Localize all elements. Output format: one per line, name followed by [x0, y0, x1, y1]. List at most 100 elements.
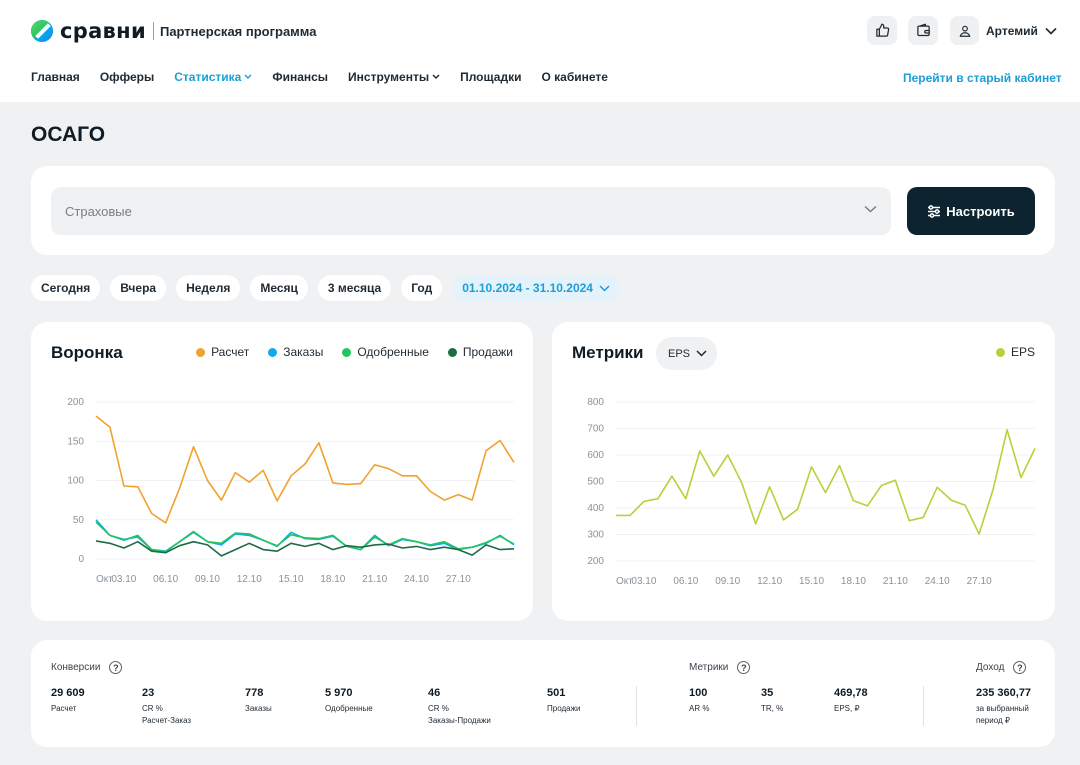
nav-item-tools[interactable]: Инструменты — [348, 70, 440, 84]
help-icon[interactable]: ? — [1013, 661, 1027, 674]
legend-item-odobrennye[interactable]: Одобренные — [342, 345, 429, 359]
legend-dot — [995, 347, 1005, 357]
metrics-heading: Метрики? — [689, 661, 751, 674]
chevron-down-icon — [1045, 27, 1057, 35]
y-tick-label: 0 — [78, 554, 84, 565]
nav-item-offers[interactable]: Офферы — [100, 70, 154, 84]
x-tick-label: 24.10 — [925, 576, 950, 587]
stat-label: Продажи — [547, 704, 581, 713]
period-week[interactable]: Неделя — [176, 275, 241, 301]
stat-value: 46 — [428, 687, 441, 699]
nav-item-label: Площадки — [460, 70, 522, 84]
insurers-select[interactable]: Страховые — [51, 187, 891, 235]
stat-label: Заказы — [245, 704, 272, 713]
nav-item-about[interactable]: О кабинете — [541, 70, 607, 84]
legend-label: Одобренные — [357, 345, 429, 359]
x-tick-label: 27.10 — [967, 576, 992, 587]
conversions-title: Конверсии — [51, 662, 101, 673]
logo[interactable]: сравни Партнерская программа — [31, 19, 316, 43]
stats-card: Конверсии? Метрики? Доход? 29 609 Расчет … — [31, 640, 1055, 747]
period-today[interactable]: Сегодня — [31, 275, 101, 301]
y-tick-label: 150 — [67, 436, 84, 447]
x-tick-label: 18.10 — [841, 576, 866, 587]
stat-value: 501 — [547, 687, 566, 699]
stat-raschet: 29 609 Расчет — [51, 687, 85, 715]
setup-button[interactable]: Настроить — [907, 187, 1035, 235]
like-button[interactable] — [867, 16, 897, 45]
legend-item-zakazy[interactable]: Заказы — [268, 345, 323, 359]
chevron-down-icon — [244, 74, 252, 79]
series-line-Расчет[interactable] — [95, 415, 515, 524]
help-icon[interactable]: ? — [109, 661, 123, 674]
legend-item-raschet[interactable]: Расчет — [196, 345, 249, 359]
chevron-down-icon — [696, 350, 707, 357]
chevron-down-icon — [864, 205, 877, 213]
setup-button-label: Настроить — [946, 203, 1015, 219]
nav-item-main[interactable]: Главная — [31, 70, 80, 84]
stat-label-line2: период ₽ — [976, 716, 1010, 725]
funnel-card: Воронка Расчет Заказы Одобренные Продажи… — [31, 322, 533, 621]
stat-value: 235 360,77 — [976, 687, 1032, 699]
income-title: Доход — [976, 662, 1005, 673]
divider — [923, 686, 924, 726]
wallet-icon — [916, 23, 930, 37]
help-icon[interactable]: ? — [737, 661, 751, 674]
stat-value: 23 — [142, 687, 155, 699]
period-year[interactable]: Год — [401, 275, 443, 301]
conversions-heading: Конверсии? — [51, 661, 123, 674]
x-tick-label: 06.10 — [153, 574, 178, 585]
metrics-card: Метрики EPS EPS 200 300 400 500 600 700 800 Окт… — [552, 322, 1055, 621]
stat-cr-raschet-zakaz: 23 CR % Расчет-Заказ — [142, 687, 191, 727]
wallet-button[interactable] — [908, 16, 938, 45]
filter-card: Страховые Настроить — [31, 166, 1055, 255]
funnel-title: Воронка — [51, 343, 123, 362]
chevron-down-icon — [432, 74, 440, 79]
legend-item-eps[interactable]: EPS — [995, 345, 1035, 359]
x-tick-label: 18.10 — [320, 574, 345, 585]
old-cabinet-link[interactable]: Перейти в старый кабинет — [903, 71, 1062, 85]
series-line-EPS[interactable] — [616, 429, 1036, 535]
user-name: Артемий — [986, 23, 1038, 38]
stat-label: AR % — [689, 704, 710, 713]
period-month[interactable]: Месяц — [250, 275, 308, 301]
legend-dot — [268, 347, 278, 357]
nav-item-finance[interactable]: Финансы — [272, 70, 328, 84]
stat-prodazhi: 501 Продажи — [547, 687, 580, 715]
stat-tr: 35 TR, % — [761, 687, 783, 715]
stat-ar: 100 AR % — [689, 687, 709, 715]
y-tick-label: 600 — [587, 450, 604, 461]
date-range-picker[interactable]: 01.10.2024 - 31.10.2024 — [452, 275, 620, 301]
series-line-Одобренные[interactable] — [95, 521, 515, 553]
metric-select[interactable]: EPS — [656, 337, 717, 370]
user-menu[interactable]: Артемий — [950, 16, 1057, 45]
user-icon — [959, 25, 970, 37]
period-yesterday[interactable]: Вчера — [110, 275, 167, 301]
stat-income: 235 360,77 за выбранный период ₽ — [976, 687, 1031, 727]
stat-label: за выбранный период ₽ — [976, 703, 1031, 727]
legend-label: Расчет — [211, 345, 250, 359]
date-range-value: 01.10.2024 - 31.10.2024 — [462, 281, 593, 295]
stat-cr-zakazy-prodazhi: 46 CR % Заказы-Продажи — [428, 687, 491, 727]
legend-item-prodazhi[interactable]: Продажи — [447, 345, 513, 359]
insurers-select-placeholder: Страховые — [65, 203, 132, 219]
legend-dot — [342, 347, 352, 357]
stat-label: EPS, ₽ — [834, 704, 860, 713]
x-tick-label: 06.10 — [673, 576, 698, 587]
nav-item-statistics[interactable]: Статистика — [174, 70, 252, 84]
divider — [636, 686, 637, 726]
logo-mark-icon — [31, 20, 53, 42]
series-line-Продажи[interactable] — [95, 540, 515, 557]
x-tick-label: 21.10 — [883, 576, 908, 587]
stat-label: CR % Заказы-Продажи — [428, 703, 491, 727]
stat-value: 5 970 — [325, 687, 353, 699]
brand-subtitle: Партнерская программа — [159, 23, 317, 39]
x-tick-label: 03.10 — [631, 576, 656, 587]
period-3-months[interactable]: 3 месяца — [317, 275, 392, 301]
main-nav: Главная Офферы Статистика Финансы Инстру… — [31, 70, 628, 84]
metrics-title: Метрики — [572, 343, 644, 362]
y-tick-label: 200 — [587, 556, 604, 567]
nav-item-platforms[interactable]: Площадки — [460, 70, 521, 84]
stat-label-line2: Заказы-Продажи — [428, 716, 491, 725]
